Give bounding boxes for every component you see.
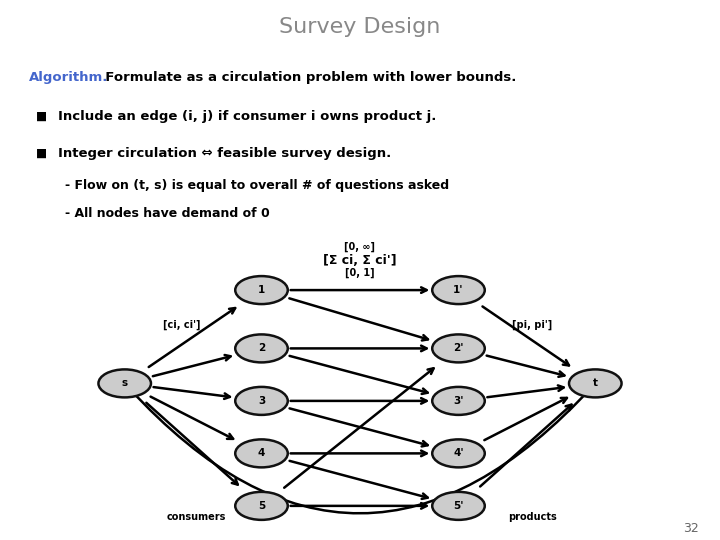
- Text: [0, ∞]: [0, ∞]: [344, 242, 376, 252]
- Text: Algorithm.: Algorithm.: [29, 71, 108, 84]
- Text: s: s: [122, 379, 127, 388]
- Text: 3: 3: [258, 396, 265, 406]
- Circle shape: [432, 334, 485, 362]
- Circle shape: [235, 334, 288, 362]
- Circle shape: [432, 440, 485, 468]
- Text: 5': 5': [454, 501, 464, 511]
- Text: t: t: [593, 379, 598, 388]
- Text: - Flow on (t, s) is equal to overall # of questions asked: - Flow on (t, s) is equal to overall # o…: [65, 179, 449, 192]
- Circle shape: [235, 276, 288, 304]
- Text: Include an edge (i, j) if consumer i owns product j.: Include an edge (i, j) if consumer i own…: [58, 110, 436, 123]
- Circle shape: [99, 369, 151, 397]
- Text: [Σ ci, Σ ci']: [Σ ci, Σ ci']: [323, 254, 397, 267]
- Text: 2': 2': [454, 343, 464, 353]
- Text: 5: 5: [258, 501, 265, 511]
- Circle shape: [235, 492, 288, 520]
- Text: 1': 1': [454, 285, 464, 295]
- Text: Formulate as a circulation problem with lower bounds.: Formulate as a circulation problem with …: [96, 71, 516, 84]
- Text: [pi, pi']: [pi, pi']: [512, 320, 552, 330]
- Text: Survey Design: Survey Design: [279, 17, 441, 37]
- Circle shape: [569, 369, 621, 397]
- Text: 3': 3': [454, 396, 464, 406]
- Circle shape: [235, 440, 288, 468]
- Text: ■: ■: [36, 110, 47, 123]
- Circle shape: [235, 387, 288, 415]
- FancyArrowPatch shape: [128, 386, 593, 514]
- Text: [ci, ci']: [ci, ci']: [163, 320, 201, 330]
- Text: - All nodes have demand of 0: - All nodes have demand of 0: [65, 207, 269, 220]
- Circle shape: [432, 387, 485, 415]
- Text: 4: 4: [258, 448, 265, 458]
- Text: Integer circulation ⇔ feasible survey design.: Integer circulation ⇔ feasible survey de…: [58, 147, 391, 160]
- Text: 32: 32: [683, 522, 698, 535]
- Text: products: products: [508, 512, 557, 522]
- Text: [0, 1]: [0, 1]: [345, 267, 375, 278]
- Text: 1: 1: [258, 285, 265, 295]
- Text: 2: 2: [258, 343, 265, 353]
- Text: 4': 4': [453, 448, 464, 458]
- Text: consumers: consumers: [166, 512, 225, 522]
- Circle shape: [432, 492, 485, 520]
- Text: ■: ■: [36, 147, 47, 160]
- Circle shape: [432, 276, 485, 304]
